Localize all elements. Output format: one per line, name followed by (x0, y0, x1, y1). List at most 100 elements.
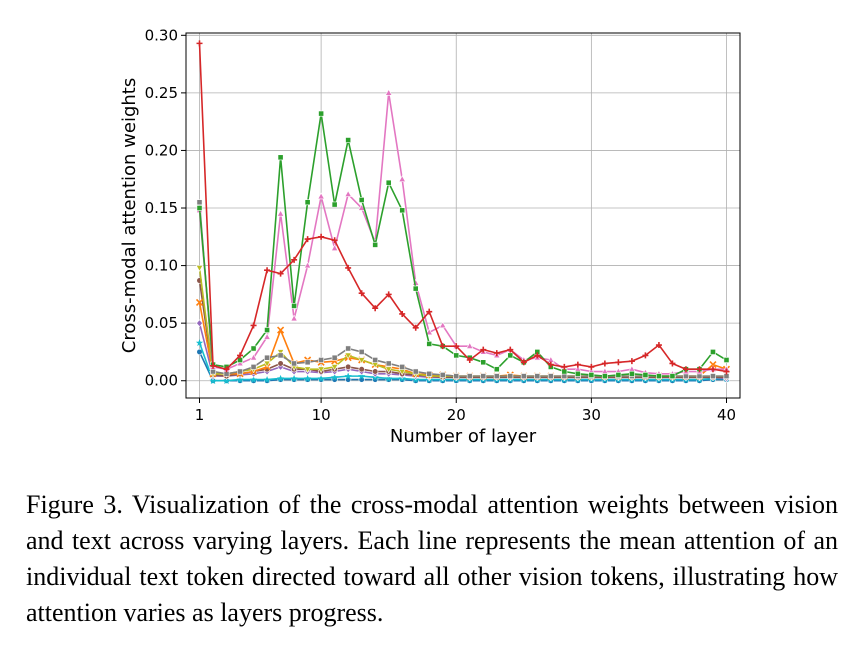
data-point (317, 374, 325, 382)
data-point (710, 349, 716, 355)
data-point (330, 244, 339, 252)
data-point (723, 357, 730, 363)
series-line (198, 351, 727, 382)
data-point (345, 345, 352, 352)
data-point (574, 361, 581, 368)
data-point (209, 377, 217, 385)
data-point (656, 373, 662, 380)
data-point (290, 374, 298, 382)
y-tick-label: 0.10 (145, 257, 178, 275)
series-5 (195, 265, 731, 381)
series-line (198, 202, 727, 377)
data-point (304, 374, 312, 382)
data-point (655, 342, 662, 349)
chart-figure: 1 10 20 30 40 0.00 0.05 0.10 0.15 0.20 0.25 0.30 Nu… (119, 26, 741, 447)
data-point (195, 339, 204, 347)
data-point (263, 360, 271, 368)
data-point (520, 373, 527, 380)
data-point (236, 375, 244, 383)
data-point (601, 373, 608, 380)
data-point (384, 366, 393, 374)
data-point (709, 366, 716, 373)
data-point (683, 373, 689, 380)
data-point (493, 366, 500, 373)
data-point (222, 377, 231, 385)
data-point (385, 374, 393, 382)
data-point (466, 357, 473, 364)
data-point (466, 373, 473, 380)
data-point (291, 256, 298, 263)
data-point (276, 374, 285, 382)
data-point (480, 346, 487, 353)
data-point (358, 349, 365, 355)
data-point (399, 207, 406, 214)
data-point (277, 326, 285, 334)
data-point (412, 368, 419, 375)
data-point (196, 40, 203, 47)
data-point (453, 373, 460, 380)
data-point (385, 179, 392, 186)
series-line (198, 43, 727, 373)
data-point (196, 205, 203, 211)
data-point (439, 372, 446, 378)
data-point (385, 360, 392, 367)
data-point (345, 363, 352, 371)
plot-area-frame (185, 32, 741, 399)
data-point (601, 360, 608, 367)
data-point (439, 343, 446, 350)
data-point (710, 373, 716, 380)
data-point (615, 359, 622, 366)
data-point (588, 372, 595, 378)
data-point (507, 373, 514, 380)
data-point (250, 322, 257, 329)
data-point (331, 237, 338, 244)
data-point (344, 352, 352, 360)
data-point (249, 375, 258, 383)
data-point (196, 199, 203, 206)
data-point (709, 361, 717, 369)
data-point (276, 349, 285, 356)
data-point (520, 359, 527, 366)
data-point (358, 366, 365, 373)
data-point (507, 352, 514, 359)
data-point (291, 302, 297, 309)
data-point (237, 352, 244, 359)
data-point (399, 364, 406, 370)
data-point (628, 358, 635, 365)
x-tick-label: 10 (312, 406, 331, 424)
series-6 (195, 298, 731, 380)
data-point (358, 372, 366, 380)
data-point (493, 350, 500, 357)
y-tick-label: 0.15 (145, 199, 178, 217)
data-point (249, 353, 258, 361)
data-point (453, 352, 460, 359)
data-point (304, 199, 311, 206)
series-group (195, 40, 731, 385)
x-tick-label: 30 (582, 406, 601, 424)
series-line (198, 280, 727, 379)
data-point (330, 364, 339, 371)
data-point (317, 366, 325, 374)
series-line (198, 342, 727, 382)
data-point (561, 363, 568, 370)
data-point (426, 340, 433, 347)
grid-lines (186, 33, 740, 398)
data-point (358, 290, 365, 297)
data-point (399, 310, 406, 317)
data-point (277, 352, 284, 359)
data-point (372, 241, 379, 248)
data-point (723, 368, 730, 375)
data-point (629, 370, 635, 377)
data-point (682, 366, 689, 373)
series-line (198, 112, 727, 377)
data-point (344, 372, 352, 380)
data-point (304, 236, 311, 243)
data-point (318, 110, 325, 117)
data-point (507, 346, 514, 353)
series-1 (196, 40, 730, 375)
data-point (210, 362, 217, 369)
data-point (303, 366, 312, 374)
data-point (276, 209, 285, 217)
line-chart: 1 10 20 30 40 0.00 0.05 0.10 0.15 0.20 0.25 0.30 Nu… (119, 26, 741, 447)
data-point (493, 373, 500, 380)
